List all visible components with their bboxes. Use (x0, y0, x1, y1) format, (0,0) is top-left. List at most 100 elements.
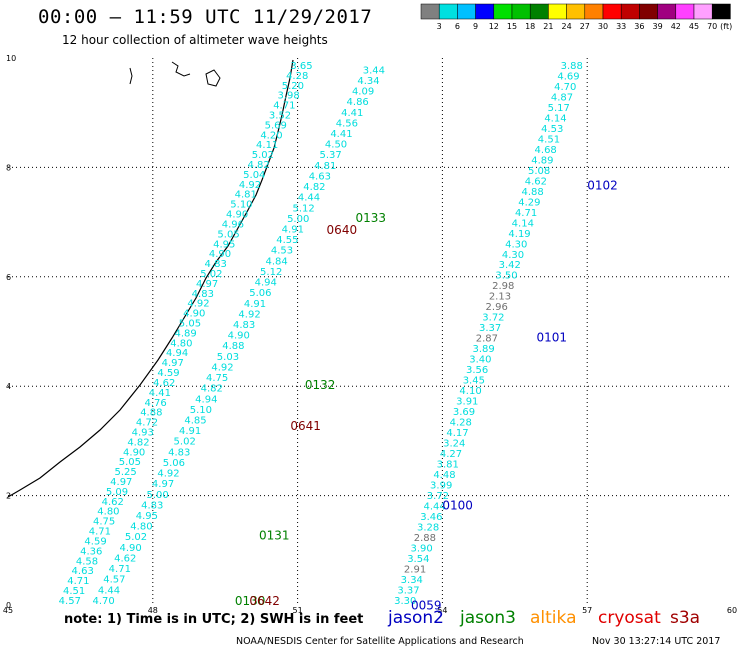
footer-credit: NOAA/NESDIS Center for Satellite Applica… (236, 636, 524, 647)
wave-height-value: 4.80 (97, 507, 119, 518)
colorbar-label: 21 (543, 22, 553, 31)
colorbar-swatch (457, 3, 476, 20)
colorbar-swatch (693, 3, 713, 20)
wave-height-value: 5.10 (190, 405, 212, 416)
wave-height-value: 4.97 (196, 279, 218, 290)
wave-height-value: 4.09 (352, 87, 374, 98)
colorbar-swatch (675, 3, 695, 20)
colorbar-label: 45 (689, 22, 699, 31)
wave-height-value: 4.72 (136, 418, 158, 429)
wave-height-value: 4.89 (531, 155, 553, 166)
wave-height-value: 5.12 (260, 267, 282, 278)
wave-height-value: 3.44 (363, 65, 385, 76)
wave-height-value: 3.37 (479, 323, 501, 334)
footer-timestamp: Nov 30 13:27:14 UTC 2017 (592, 636, 721, 647)
colorbar-label: 12 (489, 22, 499, 31)
wave-height-value: 4.55 (276, 235, 298, 246)
altimeter-tracks: 4.574.514.714.634.584.364.594.714.754.80… (59, 61, 583, 607)
wave-height-value: 4.93 (132, 427, 154, 438)
wave-height-value: 4.82 (127, 437, 149, 448)
wave-height-value: 4.91 (244, 299, 266, 310)
satellite-s3a: s3a (670, 608, 701, 628)
wave-height-value: 4.14 (512, 218, 534, 229)
wave-height-value: 5.12 (292, 203, 314, 214)
satellite-jason2: jason2 (388, 608, 444, 628)
wave-height-value: 4.48 (433, 470, 455, 481)
wave-height-value: 4.62 (525, 176, 547, 187)
wave-height-value: 3.89 (472, 344, 494, 355)
wave-height-value: 4.11 (256, 140, 278, 151)
wave-height-value: 4.87 (551, 92, 573, 103)
wave-height-value: 4.63 (309, 171, 331, 182)
pass-time-label: 0640 (327, 223, 358, 237)
colorbar-label: 9 (473, 22, 478, 31)
wave-height-value: 2.91 (404, 564, 426, 575)
satellite-cryosat: cryosat (598, 608, 661, 628)
wave-height-value: 4.36 (80, 546, 102, 557)
colorbar-label: 27 (580, 22, 590, 31)
satellite-altika: altika (530, 608, 577, 628)
wave-height-value: 4.82 (303, 182, 325, 193)
wave-height-value: 3.28 (417, 522, 439, 533)
colorbar-label: 42 (671, 22, 681, 31)
wave-height-value: 2.13 (489, 292, 511, 303)
wave-height-value: 4.88 (140, 408, 162, 419)
pass-time-label: 0132 (305, 378, 336, 392)
colorbar-label: 36 (634, 22, 644, 31)
colorbar-label: 3 (437, 22, 442, 31)
wave-height-value: 4.34 (357, 76, 379, 87)
colorbar-label: 39 (653, 22, 663, 31)
wave-height-value: 4.71 (67, 576, 89, 587)
y-tick-label: 6 (6, 273, 11, 282)
wave-height-value: 5.00 (147, 490, 169, 501)
pass-time-label: 0101 (537, 330, 568, 344)
wave-height-value: 4.91 (179, 426, 201, 437)
wave-height-value: 3.88 (561, 61, 583, 72)
wave-height-value: 4.53 (541, 124, 563, 135)
wave-height-value: 4.58 (76, 556, 98, 567)
wave-height-value: 3.46 (420, 512, 442, 523)
wave-height-value: 4.19 (508, 229, 530, 240)
wave-height-value: 4.92 (187, 299, 209, 310)
wave-height-value: 4.89 (175, 328, 197, 339)
wave-height-value: 4.88 (521, 187, 543, 198)
somalia-coastline (7, 59, 294, 498)
colorbar-label: 18 (525, 22, 535, 31)
page-title: 00:00 – 11:59 UTC 11/29/2017 (38, 6, 373, 28)
wave-height-value: 2.87 (476, 334, 498, 345)
wave-height-value: 4.30 (505, 239, 527, 250)
wave-height-value: 4.92 (239, 180, 261, 191)
wave-height-value: 4.50 (325, 140, 347, 151)
wave-height-value: 4.92 (211, 362, 233, 373)
wave-height-value: 4.44 (424, 502, 446, 513)
wave-height-value: 4.71 (515, 208, 537, 219)
wave-height-value: 4.62 (102, 497, 124, 508)
x-tick-label: 45 (3, 606, 13, 615)
wave-height-value: 4.41 (330, 129, 352, 140)
wave-height-value: 5.06 (163, 458, 185, 469)
wave-height-value: 2.98 (492, 281, 514, 292)
pass-time-label: 0133 (356, 211, 387, 225)
wave-height-value: 3.99 (430, 481, 452, 492)
wave-height-value: 4.29 (518, 197, 540, 208)
wave-height-value: 4.62 (153, 378, 175, 389)
wave-height-value: 4.76 (144, 398, 166, 409)
wave-height-value: 4.84 (265, 256, 287, 267)
colorbar-swatch (475, 3, 495, 20)
wave-height-value: 3.91 (456, 397, 478, 408)
wave-height-value: 4.92 (157, 469, 179, 480)
page-subtitle: 12 hour collection of altimeter wave hei… (62, 33, 328, 47)
wave-height-value: 4.83 (233, 320, 255, 331)
wave-height-value: 5.02 (125, 532, 147, 543)
colorbar-label: 30 (598, 22, 608, 31)
wave-height-value: 5.37 (320, 150, 342, 161)
wave-height-value: 4.81 (314, 161, 336, 172)
wave-height-value: 4.90 (226, 210, 248, 221)
wave-height-value: 4.27 (440, 449, 462, 460)
wave-height-value: 4.82 (247, 160, 269, 171)
note-text: note: 1) Time is in UTC; 2) SWH is in fe… (64, 612, 364, 627)
x-tick-label: 60 (727, 606, 737, 615)
